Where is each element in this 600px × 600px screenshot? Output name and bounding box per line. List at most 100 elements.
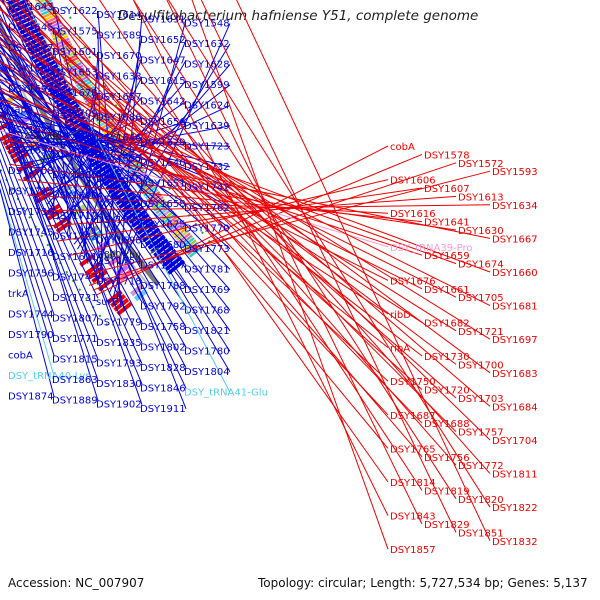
gene-label: DSY1708	[8, 166, 54, 177]
cog-category-minus-gene	[92, 234, 107, 247]
backbone-shadow	[0, 41, 153, 290]
label-connector	[0, 137, 55, 274]
cog-category-minus-gene	[8, 98, 24, 110]
scale-tick	[149, 247, 159, 255]
gene-label: DSY1613	[458, 192, 504, 203]
gene-label: DSY1762	[184, 203, 230, 214]
label-connector	[0, 46, 231, 250]
label-connector	[0, 92, 99, 217]
gene-label: DSY1677	[96, 195, 142, 206]
label-connector	[0, 66, 143, 262]
gene-label: DSY1599	[184, 80, 230, 91]
gene-label: DSY1681	[492, 302, 538, 313]
cog-category-minus-gene	[75, 209, 90, 222]
gene-label: cobA	[390, 142, 415, 153]
gene-label: DSY1624	[184, 100, 230, 111]
label-connector	[23, 0, 457, 432]
label-connector	[0, 178, 55, 356]
gene-label: DSY1863	[52, 375, 98, 386]
gene-label: DSY1846	[140, 383, 186, 394]
gene-label: DSY1851	[458, 528, 504, 539]
label-connector	[0, 147, 55, 295]
cog-category-gene	[49, 26, 65, 36]
gene-label: ribA	[390, 344, 410, 355]
cog-category-minus-gene	[130, 283, 144, 297]
gene-label: DSY1698	[96, 236, 142, 247]
label-connector	[0, 52, 423, 323]
gene-label: DSY1712	[52, 211, 98, 222]
gene-label: DSY1548	[184, 18, 230, 29]
plus-strand-gene	[131, 213, 150, 228]
gene-label: DSY1578	[424, 150, 470, 161]
gene-label: DSY1652	[140, 35, 186, 46]
gene-label: DSY1758	[140, 322, 186, 333]
genome-backbone	[0, 18, 160, 286]
gene-label: DSY1683	[492, 369, 538, 380]
gene-label: DSY1656	[140, 117, 186, 128]
label-connector	[0, 63, 143, 282]
gene-label: DSY1628	[184, 59, 230, 70]
label-connector	[0, 90, 99, 237]
gene-label: DSY1874	[8, 392, 54, 403]
map-title: Desulfitobacterium hafniense Y51, comple…	[118, 8, 479, 24]
plus-strand-gene	[144, 231, 163, 247]
label-connector	[0, 101, 99, 340]
gene-label: DSY1590	[8, 64, 54, 75]
label-connector	[0, 88, 143, 201]
label-connector	[77, 60, 187, 250]
cog-category-gene	[127, 163, 142, 174]
gene-label: DSY1633	[96, 72, 142, 83]
plus-strand-gene	[167, 259, 186, 275]
plus-strand-gene	[147, 234, 166, 250]
cog-category-gene	[141, 183, 156, 195]
gene-label: DSY1730	[424, 352, 470, 363]
gene-label: DSY1669	[52, 129, 98, 140]
gene-label: DSY1700	[458, 360, 504, 371]
gene-label: DSY1769	[184, 285, 230, 296]
minus-strand-gene	[67, 237, 84, 251]
minus-strand-gene	[38, 195, 56, 208]
label-connector	[0, 89, 99, 258]
label-connector	[0, 113, 55, 213]
label-connector	[0, 97, 99, 319]
plus-strand-gene	[153, 241, 172, 257]
plus-strand-gene	[118, 194, 137, 210]
gene-label: DSY1684	[492, 402, 538, 413]
label-connector	[132, 0, 457, 500]
label-connector	[0, 129, 389, 248]
gene-label: DSY1646	[96, 133, 142, 144]
label-connector	[0, 187, 55, 397]
gene-label: DSY1821	[184, 326, 230, 337]
plus-strand-gene	[142, 227, 161, 243]
label-connector	[132, 0, 389, 516]
gene-label: DSY1632	[184, 39, 230, 50]
gene-label: DSY1689	[96, 215, 142, 226]
label-connector	[0, 72, 143, 242]
label-connector	[46, 0, 457, 466]
gene-label: DSY1593	[492, 167, 538, 178]
gene-label: DSY1889	[52, 396, 98, 407]
gene-label: DSY1697	[492, 335, 538, 346]
gene-label: DSY1792	[140, 301, 186, 312]
gene-label: DSY1721	[458, 327, 504, 338]
gene-label: ribD	[390, 310, 411, 321]
cog-category-gene	[189, 246, 203, 258]
gene-label: DSY1694	[8, 146, 54, 157]
gene-label: gapA	[8, 105, 34, 116]
gene-label: DSY1832	[492, 537, 538, 548]
gene-label: DSY1589	[96, 31, 142, 42]
label-connector	[0, 69, 187, 225]
cog-category-gene	[48, 23, 64, 33]
gene-label: DSY1757	[458, 428, 504, 439]
gene-label: DSY1707	[140, 260, 186, 271]
gene-label: DSY1779	[96, 318, 142, 329]
label-connector	[0, 95, 99, 299]
cog-category-minus-gene	[126, 279, 141, 292]
gene-label: DSY1773	[184, 244, 230, 255]
label-connector	[0, 96, 187, 184]
gene-label: DSY1670	[96, 51, 142, 62]
label-connector	[92, 153, 423, 291]
label-connector	[0, 61, 389, 315]
gene-label: DSY1780	[184, 346, 230, 357]
